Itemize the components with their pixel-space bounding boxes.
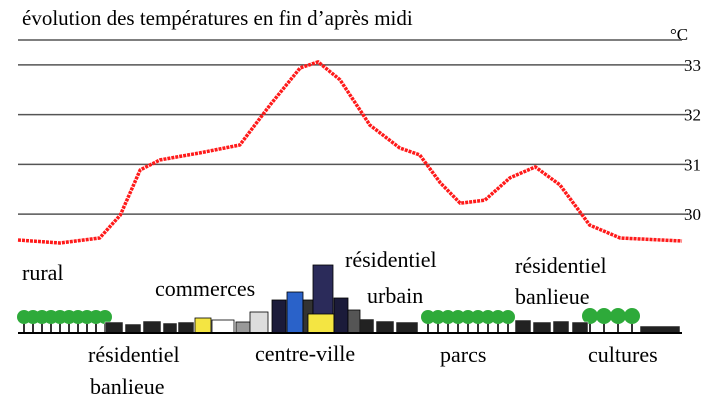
tree-trunk xyxy=(41,324,43,333)
tree xyxy=(421,310,435,324)
zone-label: urbain xyxy=(367,283,423,308)
tree xyxy=(582,308,598,324)
y-tick-label: 33 xyxy=(684,56,701,75)
building xyxy=(194,317,212,334)
tree-trunk xyxy=(617,324,619,333)
house xyxy=(162,322,178,334)
house xyxy=(177,321,195,334)
zone-label: cultures xyxy=(588,342,658,367)
chart-title: évolution des températures en fin d’aprè… xyxy=(22,6,413,30)
skyline xyxy=(17,264,681,334)
tree-trunk xyxy=(467,324,469,333)
house xyxy=(395,321,419,334)
tree-trunk xyxy=(447,324,449,333)
house xyxy=(639,325,681,334)
temperature-line xyxy=(17,60,683,245)
house xyxy=(124,323,142,334)
tree-trunk xyxy=(487,324,489,333)
building xyxy=(249,311,269,334)
tree-trunk xyxy=(427,324,429,333)
zone-label: résidentiel xyxy=(88,342,180,367)
zone-label: parcs xyxy=(440,342,486,367)
tree-trunk xyxy=(477,324,479,333)
tree-trunk xyxy=(59,324,61,333)
tree-trunk xyxy=(589,324,591,333)
tree-trunk xyxy=(603,324,605,333)
tree-trunk xyxy=(507,324,509,333)
tree xyxy=(471,310,485,324)
tree-trunk xyxy=(50,324,52,333)
tree-trunk xyxy=(68,324,70,333)
zone-label: résidentiel xyxy=(345,247,437,272)
y-tick-label: 31 xyxy=(684,155,701,174)
zone-label: résidentiel xyxy=(515,253,607,278)
zone-label: rural xyxy=(22,260,64,285)
house xyxy=(104,321,124,334)
zone-label: banlieue xyxy=(515,284,590,309)
tree-trunk xyxy=(437,324,439,333)
tree xyxy=(481,310,495,324)
y-tick-label: 30 xyxy=(684,205,701,224)
house xyxy=(359,318,375,334)
building xyxy=(286,291,304,334)
tree xyxy=(98,310,112,324)
tree-trunk xyxy=(86,324,88,333)
tree xyxy=(441,310,455,324)
tree-trunk xyxy=(32,324,34,333)
tree xyxy=(461,310,475,324)
y-unit: °C xyxy=(670,25,688,44)
building xyxy=(235,321,251,334)
tree-trunk xyxy=(497,324,499,333)
tree-trunk xyxy=(631,324,633,333)
building xyxy=(211,319,235,334)
building xyxy=(347,309,361,334)
tree-trunk xyxy=(77,324,79,333)
building xyxy=(307,313,335,334)
zone-label: centre-ville xyxy=(255,341,355,366)
tree-trunk xyxy=(457,324,459,333)
tree xyxy=(451,310,465,324)
house xyxy=(514,319,532,334)
tree xyxy=(431,310,445,324)
tree xyxy=(624,308,640,324)
y-tick-label: 32 xyxy=(684,106,701,125)
house xyxy=(142,320,162,334)
house xyxy=(571,321,589,334)
tree-trunk xyxy=(95,324,97,333)
zone-label: banlieue xyxy=(90,374,165,399)
house xyxy=(552,320,570,334)
tree xyxy=(491,310,505,324)
house xyxy=(375,320,395,334)
tree xyxy=(610,308,626,324)
building xyxy=(271,299,287,334)
building xyxy=(333,297,349,334)
tree xyxy=(501,310,515,324)
tree-trunk xyxy=(23,324,25,333)
tree xyxy=(596,308,612,324)
house xyxy=(532,321,552,334)
zone-label: commerces xyxy=(155,276,255,301)
